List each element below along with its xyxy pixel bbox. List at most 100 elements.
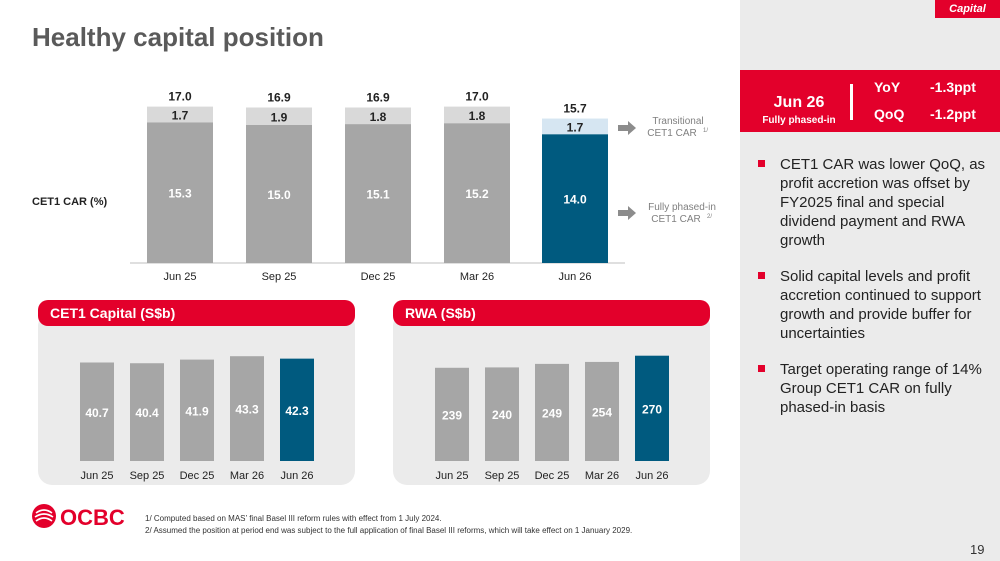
legend-transitional-line1: Transitional [652, 116, 703, 127]
x-tick-label: Jun 26 [558, 271, 591, 283]
x-tick-label: Dec 25 [535, 470, 570, 482]
bar-fully-label: 15.1 [366, 188, 390, 202]
x-tick-label: Dec 25 [180, 470, 215, 482]
bar-transitional-label: 1.7 [172, 108, 189, 122]
x-tick-label: Sep 25 [485, 470, 520, 482]
kpi-qoq-label: QoQ [874, 106, 905, 122]
x-tick-label: Dec 25 [361, 271, 396, 283]
bar [230, 356, 264, 461]
ocbc-logo-text: OCBC [60, 505, 125, 530]
kpi-divider [850, 84, 853, 120]
bar-value-label: 239 [442, 408, 462, 422]
cet1-car-chart: CET1 CAR (%) 15.3 1.7 17.0 Jun 25 15.0 1.9 16.… [32, 90, 716, 283]
kpi-yoy-label: YoY [874, 79, 901, 95]
kpi-box: Jun 26 Fully phased-in YoY -1.3ppt QoQ -… [740, 70, 1000, 132]
x-tick-label: Sep 25 [130, 470, 165, 482]
bullet-item: CET1 CAR was lower QoQ, as profit accret… [758, 155, 988, 250]
bar-value-label: 40.4 [135, 406, 159, 420]
bar-fully-label: 15.2 [465, 187, 489, 201]
bar-value-label: 42.3 [285, 404, 309, 418]
bar-fully-phased-in [147, 122, 213, 263]
kpi-period: Jun 26 [773, 94, 825, 111]
footnote-1: 1/ Computed based on MAS’ final Basel II… [145, 514, 442, 523]
bar-transitional-label: 1.7 [567, 120, 584, 134]
bar-transitional-label: 1.8 [370, 110, 387, 124]
bar-fully-phased-in [542, 134, 608, 263]
arrow-right-icon [618, 206, 636, 220]
bar-total-label: 15.7 [563, 102, 587, 116]
bullet-square-icon [758, 272, 765, 279]
bar-total-label: 17.0 [168, 90, 192, 104]
bar-value-label: 41.9 [185, 404, 209, 418]
main-bars-group: 15.3 1.7 17.0 Jun 25 15.0 1.9 16.9 Sep 25 15.1 1.… [147, 90, 608, 283]
x-tick-label: Mar 26 [230, 470, 264, 482]
bar-transitional [147, 106, 213, 123]
legend-transitional-line2: CET1 CAR [647, 128, 696, 139]
bar-fully-phased-in [246, 125, 312, 263]
bar-value-label: 249 [542, 406, 562, 420]
bullet-text: CET1 CAR was lower QoQ, as profit accret… [780, 156, 986, 249]
rwa-panel-title: RWA (S$b) [393, 300, 710, 326]
rwa-bars-group: 239 Jun 25 240 Sep 25 249 Dec 25 254 Mar 26 270 J… [435, 355, 669, 482]
bullet-text: Target operating range of 14% Group CET1… [780, 361, 982, 416]
bar-transitional-label: 1.9 [271, 110, 288, 124]
bar-total-label: 17.0 [465, 90, 489, 104]
bar [535, 363, 569, 461]
page-number: 19 [970, 542, 985, 557]
bar [130, 363, 164, 461]
arrow-right-icon [618, 121, 636, 135]
kpi-period-sub: Fully phased-in [762, 115, 836, 126]
bar [80, 362, 114, 461]
bar-total-label: 16.9 [267, 91, 291, 105]
rwa-chart: 239 Jun 25 240 Sep 25 249 Dec 25 254 Mar 26 270 J… [435, 355, 669, 482]
legend-transitional-sup: 1/ [703, 128, 708, 134]
bar [635, 355, 669, 461]
section-tag: Capital [935, 0, 1000, 18]
kpi-yoy-value: -1.3ppt [930, 79, 976, 95]
bar-fully-phased-in [444, 123, 510, 263]
bar-fully-label: 15.3 [168, 187, 192, 201]
bar [485, 367, 519, 461]
legend-fully-line2: CET1 CAR [651, 214, 700, 225]
cet1-capital-panel-title: CET1 Capital (S$b) [38, 300, 355, 326]
cet1-bars-group: 40.7 Jun 25 40.4 Sep 25 41.9 Dec 25 43.3 Mar 26… [80, 356, 314, 482]
bar-transitional [246, 107, 312, 125]
cet1-capital-chart: 40.7 Jun 25 40.4 Sep 25 41.9 Dec 25 43.3 Mar 26… [80, 356, 314, 482]
bar-fully-label: 14.0 [563, 193, 587, 207]
ocbc-logo-icon [32, 504, 56, 528]
bar-value-label: 40.7 [85, 406, 109, 420]
bar-value-label: 43.3 [235, 403, 259, 417]
x-tick-label: Mar 26 [585, 470, 619, 482]
bar [435, 367, 469, 461]
bar [180, 359, 214, 461]
bullet-item: Target operating range of 14% Group CET1… [758, 360, 988, 417]
bullet-square-icon [758, 160, 765, 167]
bar-transitional [542, 118, 608, 135]
x-tick-label: Jun 25 [435, 470, 468, 482]
x-tick-label: Jun 26 [635, 470, 668, 482]
bullet-square-icon [758, 365, 765, 372]
bar-value-label: 254 [592, 405, 612, 419]
x-tick-label: Jun 26 [280, 470, 313, 482]
ocbc-logo: OCBC [32, 504, 125, 530]
bar-value-label: 270 [642, 402, 662, 416]
bullet-list: CET1 CAR was lower QoQ, as profit accret… [758, 155, 988, 434]
legend-fully-line1: Fully phased-in [648, 202, 716, 213]
footnote-2: 2/ Assumed the position at period end wa… [145, 526, 633, 535]
bar [280, 358, 314, 461]
bar-fully-phased-in [345, 124, 411, 263]
x-tick-label: Sep 25 [262, 271, 297, 283]
x-tick-label: Jun 25 [163, 271, 196, 283]
bar-total-label: 16.9 [366, 91, 390, 105]
bar-fully-label: 15.0 [267, 188, 291, 202]
kpi-qoq-value: -1.2ppt [930, 106, 976, 122]
x-tick-label: Mar 26 [460, 271, 494, 283]
bar-transitional [345, 107, 411, 125]
bar-value-label: 240 [492, 408, 512, 422]
bar-transitional-label: 1.8 [469, 109, 486, 123]
page-title: Healthy capital position [32, 22, 324, 52]
bullet-text: Solid capital levels and profit accretio… [780, 268, 981, 342]
x-tick-label: Jun 25 [80, 470, 113, 482]
legend-fully-sup: 2/ [707, 214, 712, 220]
bar [585, 361, 619, 461]
